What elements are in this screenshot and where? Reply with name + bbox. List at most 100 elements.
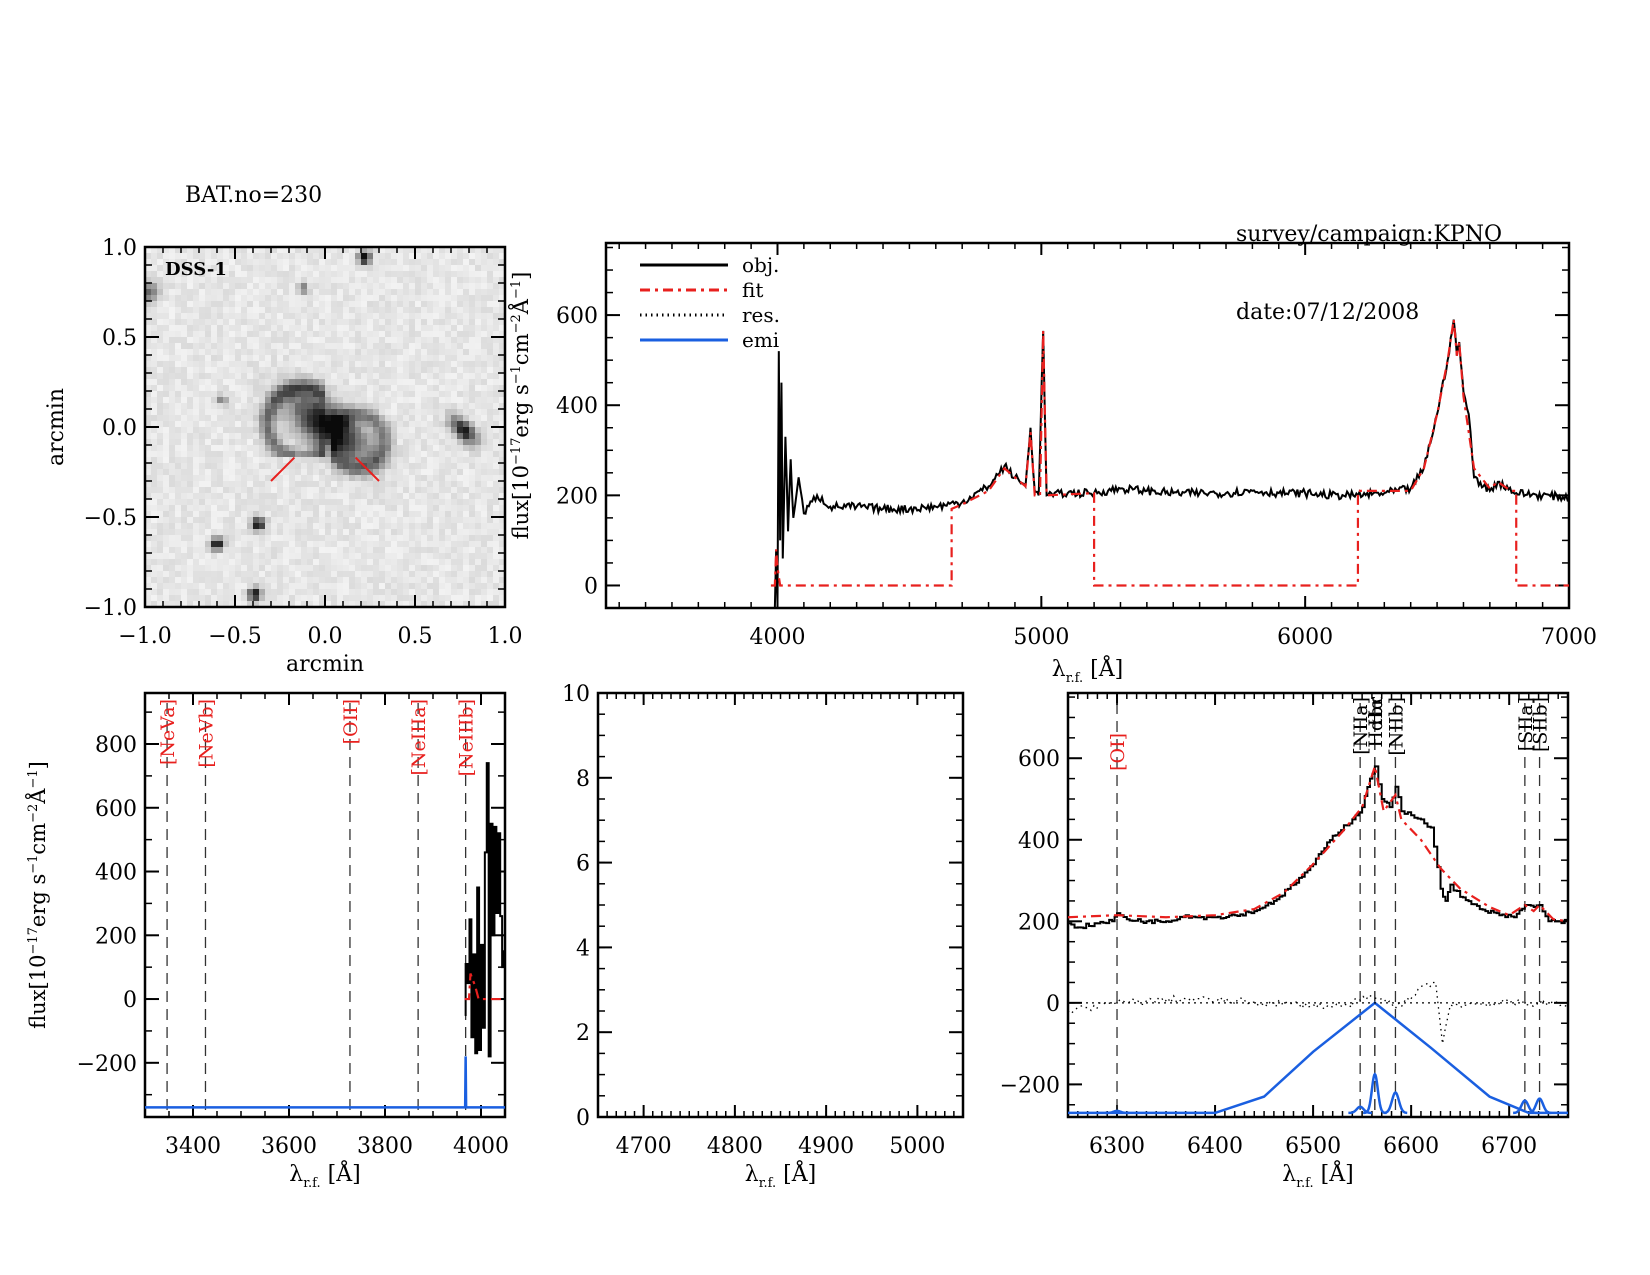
image-pixel <box>373 367 380 374</box>
image-pixel <box>229 421 236 428</box>
image-pixel <box>367 367 374 374</box>
image-pixel <box>493 409 500 416</box>
image-pixel <box>403 457 410 464</box>
image-pixel <box>187 355 194 362</box>
image-pixel <box>487 397 494 404</box>
image-pixel <box>355 511 362 518</box>
image-pixel <box>481 445 488 452</box>
image-pixel <box>457 283 464 290</box>
image-pixel <box>403 517 410 524</box>
image-pixel <box>277 523 284 530</box>
image-pixel <box>427 295 434 302</box>
image-pixel <box>283 553 290 560</box>
image-pixel <box>409 307 416 314</box>
image-pixel <box>397 259 404 266</box>
image-pixel <box>343 409 350 416</box>
image-pixel <box>181 523 188 530</box>
image-pixel <box>391 289 398 296</box>
image-pixel <box>157 571 164 578</box>
image-pixel <box>205 283 212 290</box>
image-pixel <box>289 547 296 554</box>
image-pixel <box>493 481 500 488</box>
image-pixel <box>295 247 302 254</box>
image-pixel <box>469 247 476 254</box>
image-pixel <box>313 385 320 392</box>
image-pixel <box>217 457 224 464</box>
image-pixel <box>415 541 422 548</box>
image-pixel <box>379 313 386 320</box>
image-pixel <box>277 565 284 572</box>
image-pixel <box>469 313 476 320</box>
image-pixel <box>493 271 500 278</box>
image-pixel <box>217 373 224 380</box>
image-pixel <box>427 553 434 560</box>
image-pixel <box>421 475 428 482</box>
image-pixel <box>295 301 302 308</box>
image-pixel <box>205 547 212 554</box>
image-pixel <box>367 487 374 494</box>
image-pixel <box>319 409 326 416</box>
image-pixel <box>349 403 356 410</box>
image-pixel <box>253 289 260 296</box>
image-pixel <box>337 547 344 554</box>
image-pixel <box>499 379 505 386</box>
image-pixel <box>163 283 170 290</box>
image-pixel <box>475 589 482 596</box>
image-pixel <box>193 445 200 452</box>
image-pixel <box>409 361 416 368</box>
image-pixel <box>229 301 236 308</box>
image-pixel <box>331 313 338 320</box>
image-pixel <box>187 367 194 374</box>
image-pixel <box>475 331 482 338</box>
image-pixel <box>445 289 452 296</box>
image-pixel <box>169 577 176 584</box>
image-pixel <box>469 331 476 338</box>
image-pixel <box>193 373 200 380</box>
image-pixel <box>331 433 338 440</box>
image-pixel <box>199 523 206 530</box>
image-pixel <box>361 439 368 446</box>
image-pixel <box>265 529 272 536</box>
image-pixel <box>169 499 176 506</box>
image-pixel <box>457 289 464 296</box>
image-pixel <box>433 457 440 464</box>
image-pixel <box>301 451 308 458</box>
x-tick-label: 4900 <box>798 1134 854 1159</box>
image-pixel <box>319 547 326 554</box>
image-pixel <box>211 469 218 476</box>
image-pixel <box>391 457 398 464</box>
image-pixel <box>229 349 236 356</box>
image-pixel <box>403 511 410 518</box>
image-pixel <box>457 367 464 374</box>
image-pixel <box>217 589 224 596</box>
image-pixel <box>205 493 212 500</box>
image-pixel <box>247 529 254 536</box>
image-pixel <box>487 433 494 440</box>
image-pixel <box>337 487 344 494</box>
image-pixel <box>241 349 248 356</box>
image-pixel <box>205 343 212 350</box>
image-pixel <box>253 295 260 302</box>
x-tick-label: 4700 <box>616 1134 672 1159</box>
image-pixel <box>493 289 500 296</box>
image-pixel <box>499 409 505 416</box>
image-pixel <box>355 415 362 422</box>
line-marker-label: Hαbr <box>1365 696 1387 748</box>
image-pixel <box>445 499 452 506</box>
image-pixel <box>235 427 242 434</box>
image-pixel <box>451 265 458 272</box>
image-pixel <box>457 319 464 326</box>
image-pixel <box>409 313 416 320</box>
series-fit <box>464 973 505 1001</box>
image-pixel <box>421 385 428 392</box>
image-pixel <box>349 289 356 296</box>
image-pixel <box>445 337 452 344</box>
image-pixel <box>343 595 350 602</box>
image-pixel <box>277 337 284 344</box>
image-pixel <box>271 355 278 362</box>
image-pixel <box>391 355 398 362</box>
image-pixel <box>355 517 362 524</box>
image-pixel <box>409 463 416 470</box>
image-pixel <box>451 493 458 500</box>
